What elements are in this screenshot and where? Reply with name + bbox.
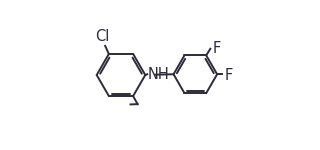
Text: Cl: Cl [95, 29, 109, 44]
Text: F: F [213, 40, 221, 56]
Text: NH: NH [148, 67, 170, 82]
Text: F: F [224, 68, 232, 83]
